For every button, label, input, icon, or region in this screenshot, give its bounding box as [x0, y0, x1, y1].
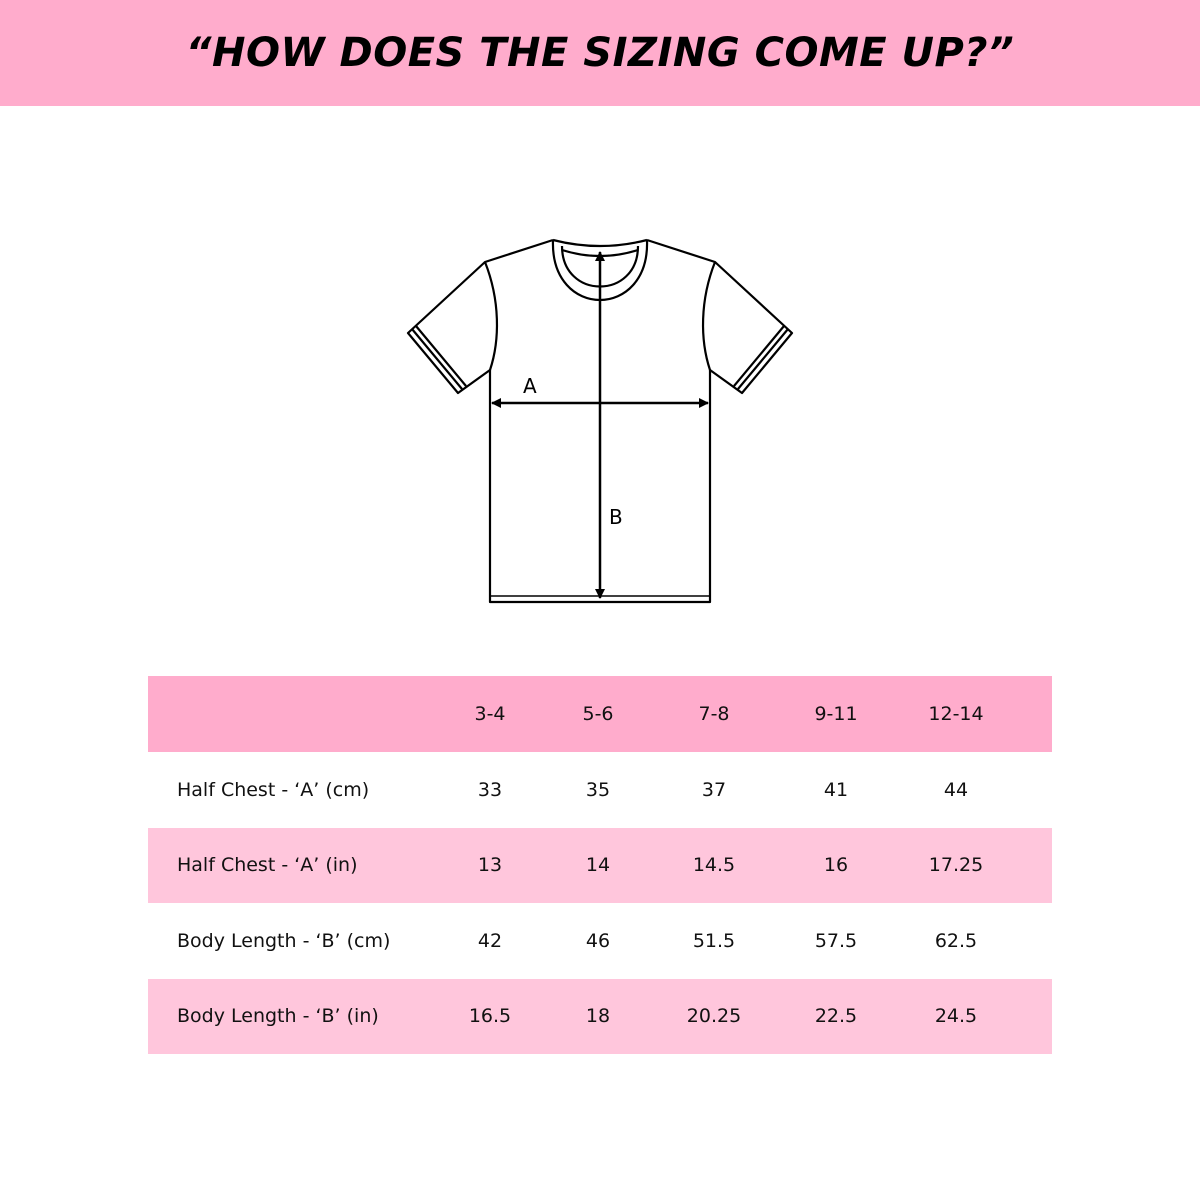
table-row: Half Chest - ‘A’ (cm) 33 35 37 41 44	[148, 752, 1052, 828]
cell: 17.25	[928, 854, 984, 877]
size-header: 7-8	[698, 703, 730, 725]
cell: 14	[585, 854, 611, 877]
shirt-outline	[406, 238, 794, 604]
cell: 13	[477, 854, 503, 877]
cell: 24.5	[934, 1005, 978, 1028]
left-armhole	[483, 261, 499, 371]
size-header: 12-14	[928, 703, 984, 725]
table-header-row: 3-4 5-6 7-8 9-11 12-14	[148, 676, 1052, 752]
cell: 33	[477, 778, 503, 801]
size-header: 5-6	[582, 703, 614, 725]
label-b: B	[609, 505, 623, 529]
cell: 16	[823, 854, 849, 877]
cell: 62.5	[934, 929, 978, 952]
cell: 57.5	[814, 929, 858, 952]
row-label: Half Chest - ‘A’ (cm)	[177, 778, 370, 801]
row-label: Body Length - ‘B’ (cm)	[177, 929, 391, 952]
title-banner: “HOW DOES THE SIZING COME UP?”	[0, 0, 1200, 106]
cell: 51.5	[692, 929, 736, 952]
row-label: Body Length - ‘B’ (in)	[177, 1005, 379, 1028]
page-title: “HOW DOES THE SIZING COME UP?”	[185, 30, 1015, 76]
cell: 18	[585, 1005, 611, 1028]
cell: 46	[585, 929, 611, 952]
label-a: A	[523, 374, 537, 398]
size-header: 3-4	[474, 703, 506, 725]
cell: 14.5	[692, 854, 736, 877]
size-table: 3-4 5-6 7-8 9-11 12-14 Half Chest - ‘A’ …	[148, 676, 1052, 1054]
cell: 20.25	[686, 1005, 742, 1028]
cell: 44	[943, 778, 969, 801]
table-row: Body Length - ‘B’ (in) 16.5 18 20.25 22.…	[148, 978, 1052, 1054]
size-header: 9-11	[814, 703, 858, 725]
right-armhole	[701, 261, 717, 371]
cell: 22.5	[814, 1005, 858, 1028]
table-row: Half Chest - ‘A’ (in) 13 14 14.5 16 17.2…	[148, 827, 1052, 903]
cell: 42	[477, 929, 503, 952]
cell: 16.5	[468, 1005, 512, 1028]
right-cuff	[733, 325, 789, 390]
cell: 37	[701, 778, 727, 801]
left-cuff	[411, 325, 467, 390]
table-row: Body Length - ‘B’ (cm) 42 46 51.5 57.5 6…	[148, 903, 1052, 979]
row-label: Half Chest - ‘A’ (in)	[177, 854, 358, 877]
cell: 41	[823, 778, 849, 801]
cell: 35	[585, 778, 611, 801]
collar-back	[552, 238, 648, 248]
